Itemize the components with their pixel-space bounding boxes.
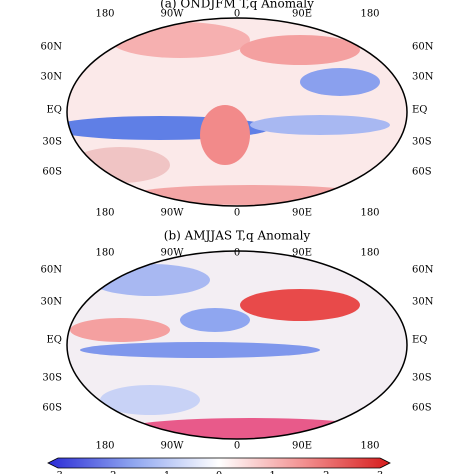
lon-label: 0 xyxy=(234,9,240,20)
lat-label: 30N xyxy=(41,297,63,308)
map-b xyxy=(67,251,407,439)
lat-label: 30S xyxy=(42,373,62,384)
lat-label: 60S xyxy=(42,167,62,178)
lat-label: 60N xyxy=(412,265,434,276)
lon-label: 90W xyxy=(160,9,184,20)
lat-label: 30S xyxy=(412,137,432,148)
lat-label: EQ xyxy=(47,105,63,116)
lat-label: 60N xyxy=(41,265,63,276)
map-a-border xyxy=(66,17,408,207)
lat-label: 30N xyxy=(412,72,434,83)
map-b-border xyxy=(66,250,408,440)
colorbar-tick-label: 1 xyxy=(269,471,275,474)
lat-label: 60S xyxy=(42,403,62,414)
lat-label: 30S xyxy=(42,137,62,148)
lon-label: 90E xyxy=(292,9,312,20)
lon-label: 180 xyxy=(360,9,379,20)
lat-label: 60N xyxy=(41,42,63,53)
lon-label: 180 xyxy=(360,441,379,452)
colorbar-tick-label: -1 xyxy=(160,471,170,474)
lat-label: EQ xyxy=(412,105,428,116)
colorbar-tick-label: -2 xyxy=(107,471,117,474)
lat-label: 60S xyxy=(412,167,432,178)
lon-label: 180 xyxy=(95,208,114,219)
lat-label: 60S xyxy=(412,403,432,414)
map-a xyxy=(67,18,407,206)
lat-label: 30N xyxy=(41,72,63,83)
colorbar-tick-label: 2 xyxy=(323,471,329,474)
lat-label: EQ xyxy=(412,335,428,346)
lon-label: 180 xyxy=(95,248,114,259)
colorbar-tick-label: 0 xyxy=(216,471,222,474)
lat-label: 30S xyxy=(412,373,432,384)
lon-label: 90E xyxy=(292,248,312,259)
panel-title: (a) ONDJFM T,q Anomaly xyxy=(160,0,314,11)
panel-title: (b) AMJJAS T,q Anomaly xyxy=(164,229,311,243)
lat-label: EQ xyxy=(47,335,63,346)
lon-label: 90E xyxy=(292,441,312,452)
lon-label: 180 xyxy=(360,208,379,219)
lon-label: 0 xyxy=(234,208,240,219)
lon-label: 0 xyxy=(234,441,240,452)
colorbar-tick-label: -3 xyxy=(53,471,63,474)
lon-label: 90W xyxy=(160,441,184,452)
colorbar-tick-label: 3 xyxy=(377,471,383,474)
lat-label: 30N xyxy=(412,297,434,308)
lat-label: 60N xyxy=(412,42,434,53)
lon-label: 180 xyxy=(360,248,379,259)
lon-label: 0 xyxy=(234,248,240,259)
colorbar xyxy=(47,457,391,469)
lon-label: 90W xyxy=(160,248,184,259)
lon-label: 90E xyxy=(292,208,312,219)
lon-label: 180 xyxy=(95,9,114,20)
lon-label: 90W xyxy=(160,208,184,219)
lon-label: 180 xyxy=(95,441,114,452)
